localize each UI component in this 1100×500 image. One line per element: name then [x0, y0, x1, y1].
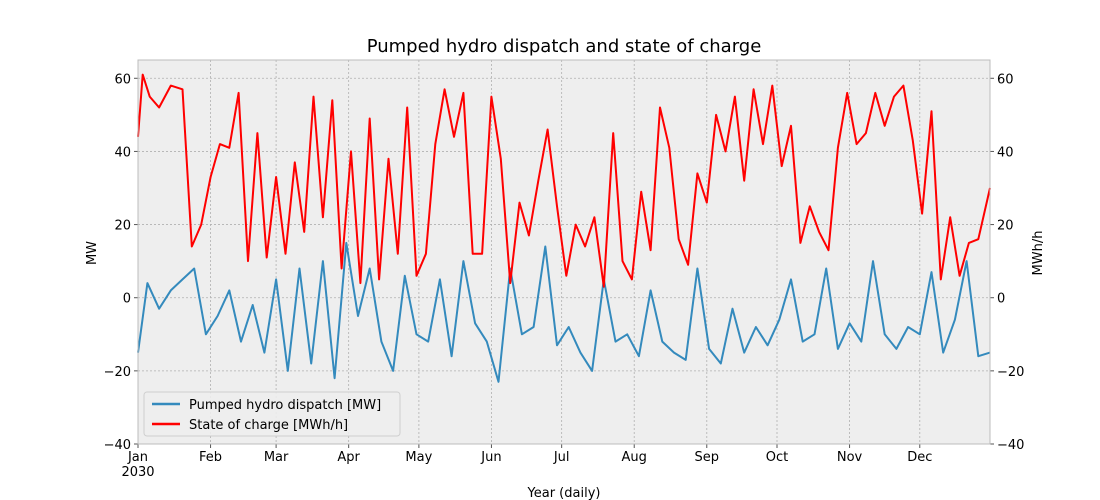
x-tick-label: Oct	[766, 450, 788, 465]
legend-label: Pumped hydro dispatch [MW]	[189, 398, 381, 413]
y-tick-label-left: −40	[104, 438, 131, 453]
y-tick-label-right: 20	[997, 219, 1014, 234]
x-tick-label: Mar	[264, 450, 289, 465]
x-tick-label: May	[405, 450, 432, 465]
x-tick-label: Aug	[622, 450, 647, 465]
y-axis-title-left: MW	[85, 241, 100, 265]
y-tick-label-left: −20	[104, 365, 131, 380]
legend-box	[143, 391, 401, 437]
x-tick-label: Nov	[837, 450, 863, 465]
chart-title: Pumped hydro dispatch and state of charg…	[367, 36, 762, 57]
y-tick-label-right: −20	[997, 365, 1024, 380]
y-tick-label-left: 60	[114, 72, 131, 87]
y-tick-label-right: 40	[997, 145, 1014, 160]
x-tick-label: Jan	[127, 450, 148, 465]
dispatch-series-line	[137, 241, 991, 383]
x-axis-title: Year (daily)	[527, 486, 601, 500]
x-tick-label: Dec	[907, 450, 932, 465]
plot-frame	[137, 59, 991, 445]
legend: Pumped hydro dispatch [MW] State of charg…	[143, 391, 401, 437]
y-tick-label-right: 60	[997, 72, 1014, 87]
y-tick-label-left: 20	[114, 219, 131, 234]
x-tick-label: Jul	[553, 450, 570, 465]
x-tick-label: Feb	[199, 450, 222, 465]
y-tick-label-left: 0	[123, 292, 131, 307]
y-tick-label-right: 0	[997, 292, 1005, 307]
x-year-label: 2030	[121, 465, 154, 480]
y-axis-title-right: MWh/h	[1031, 231, 1046, 276]
legend-label: State of charge [MWh/h]	[189, 418, 348, 433]
x-tick-label: Apr	[337, 450, 360, 465]
x-tick-label: Jun	[480, 450, 501, 465]
soc-series-line	[137, 73, 991, 288]
x-tick-label: Sep	[695, 450, 720, 465]
y-tick-label-right: −40	[997, 438, 1024, 453]
y-tick-label-left: 40	[114, 145, 131, 160]
